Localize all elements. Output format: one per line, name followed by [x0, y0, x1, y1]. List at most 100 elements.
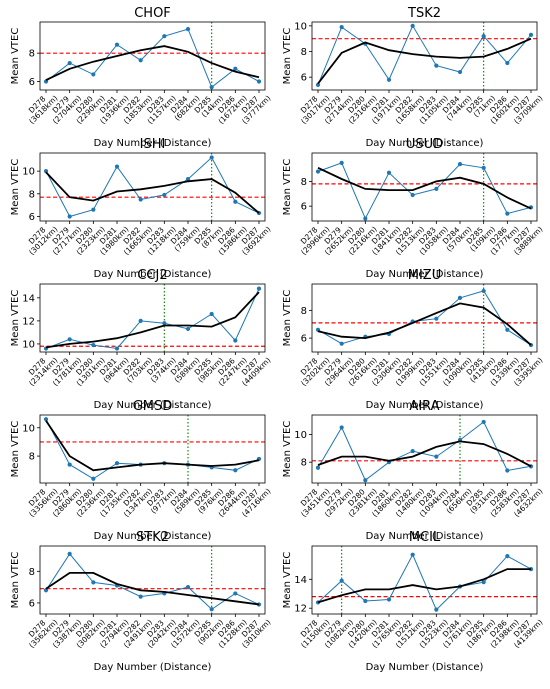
vtec-point [138, 197, 143, 202]
trend-line [317, 37, 532, 85]
vtec-point [505, 468, 510, 473]
vtec-point [67, 551, 72, 557]
vtec-point [114, 42, 120, 47]
x-tick-label: D287(4139km) [512, 618, 545, 650]
trend-line [45, 171, 260, 214]
y-axis-label: Mean VTEC [10, 421, 21, 478]
vtec-point [339, 341, 344, 346]
subplot-title: CHOF [134, 6, 171, 21]
x-axis-label: Day Number (Distance) [94, 400, 212, 411]
vtec-point [339, 425, 344, 430]
vtec-point [434, 607, 439, 612]
vtec-point [434, 186, 439, 191]
vtec-point [505, 554, 510, 559]
y-tick-label: 6 [301, 334, 307, 345]
x-axis-label: Day Number (Distance) [366, 400, 484, 411]
y-tick-label: 10 [22, 167, 35, 178]
vtec-point [185, 585, 191, 590]
vtec-point [43, 417, 49, 422]
subplot-title: STK2 [136, 530, 169, 545]
y-tick-label: 8 [301, 458, 307, 469]
x-tick-label: D287(4716km) [240, 487, 273, 519]
vtec-point [162, 192, 167, 198]
x-tick-label: D287(3889km) [512, 225, 545, 257]
vtec-point [481, 419, 486, 425]
trend-line [45, 291, 260, 349]
vtec-point [481, 165, 486, 170]
vtec-point [363, 598, 368, 604]
vtec-point [410, 552, 415, 557]
x-axis-label: Day Number (Distance) [366, 269, 484, 280]
y-axis-label: Mean VTEC [10, 159, 21, 216]
vtec-point [315, 169, 321, 174]
vtec-point [233, 199, 238, 204]
vtec-point [481, 288, 486, 294]
vtec-point [185, 326, 191, 332]
y-tick-label: 8 [29, 189, 35, 200]
y-axis-label: Mean VTEC [10, 290, 21, 347]
vtec-point [339, 160, 344, 165]
vtec-point [162, 34, 167, 39]
vtec-point [185, 176, 191, 182]
axes-frame [39, 21, 266, 91]
vtec-point [410, 23, 415, 28]
trend-line [317, 440, 532, 468]
y-tick-label: 8 [301, 177, 307, 188]
subplot-title: ISHI [140, 137, 166, 152]
vtec-point [315, 465, 321, 470]
vtec-point [434, 63, 439, 68]
vtec-point [43, 588, 49, 593]
x-axis-label: Day Number (Distance) [94, 269, 212, 280]
vtec-point [67, 337, 72, 342]
vtec-point [457, 162, 463, 167]
vtec-point [233, 468, 238, 473]
vtec-line [45, 553, 260, 610]
vtec-point [114, 346, 120, 351]
y-tick-label: 14 [294, 575, 307, 586]
vtec-point [91, 476, 96, 481]
y-axis-label: Mean VTEC [282, 552, 293, 609]
y-tick-label: 6 [301, 202, 307, 213]
subplot-title: AIRA [409, 399, 439, 414]
vtec-point [481, 34, 486, 39]
y-tick-label: 6 [29, 598, 35, 609]
y-axis-label: Mean VTEC [282, 159, 293, 216]
y-tick-label: 12 [294, 604, 307, 615]
vtec-point [363, 478, 368, 483]
trend-line [317, 568, 531, 604]
vtec-point [138, 58, 143, 63]
x-tick-label: D287(4632km) [512, 487, 545, 519]
x-axis-label: Day Number (Distance) [366, 662, 484, 673]
axes-frame [311, 152, 538, 222]
y-tick-label: 8 [301, 47, 307, 58]
axes-frame [39, 152, 266, 222]
trend-line [317, 166, 532, 210]
x-axis-label: Day Number (Distance) [94, 662, 212, 673]
x-tick-label: D287(4409km) [240, 356, 273, 388]
y-tick-label: 10 [294, 430, 307, 441]
vtec-point [91, 342, 96, 348]
y-tick-label: 6 [29, 212, 35, 223]
y-tick-label: 10 [294, 21, 307, 32]
vtec-point [339, 25, 344, 30]
x-axis-label: Day Number (Distance) [94, 531, 212, 542]
trend-line [45, 420, 260, 472]
vtec-point [233, 591, 238, 596]
y-tick-label: 10 [22, 423, 35, 434]
x-tick-label: D287(3777km) [240, 94, 273, 126]
vtec-point [138, 318, 143, 323]
y-tick-label: 14 [22, 293, 35, 304]
vtec-point [185, 26, 191, 32]
vtec-line [317, 162, 532, 220]
vtec-point [233, 66, 238, 71]
vtec-point [505, 60, 510, 66]
vtec-point [233, 338, 238, 343]
y-tick-label: 6 [29, 77, 35, 88]
